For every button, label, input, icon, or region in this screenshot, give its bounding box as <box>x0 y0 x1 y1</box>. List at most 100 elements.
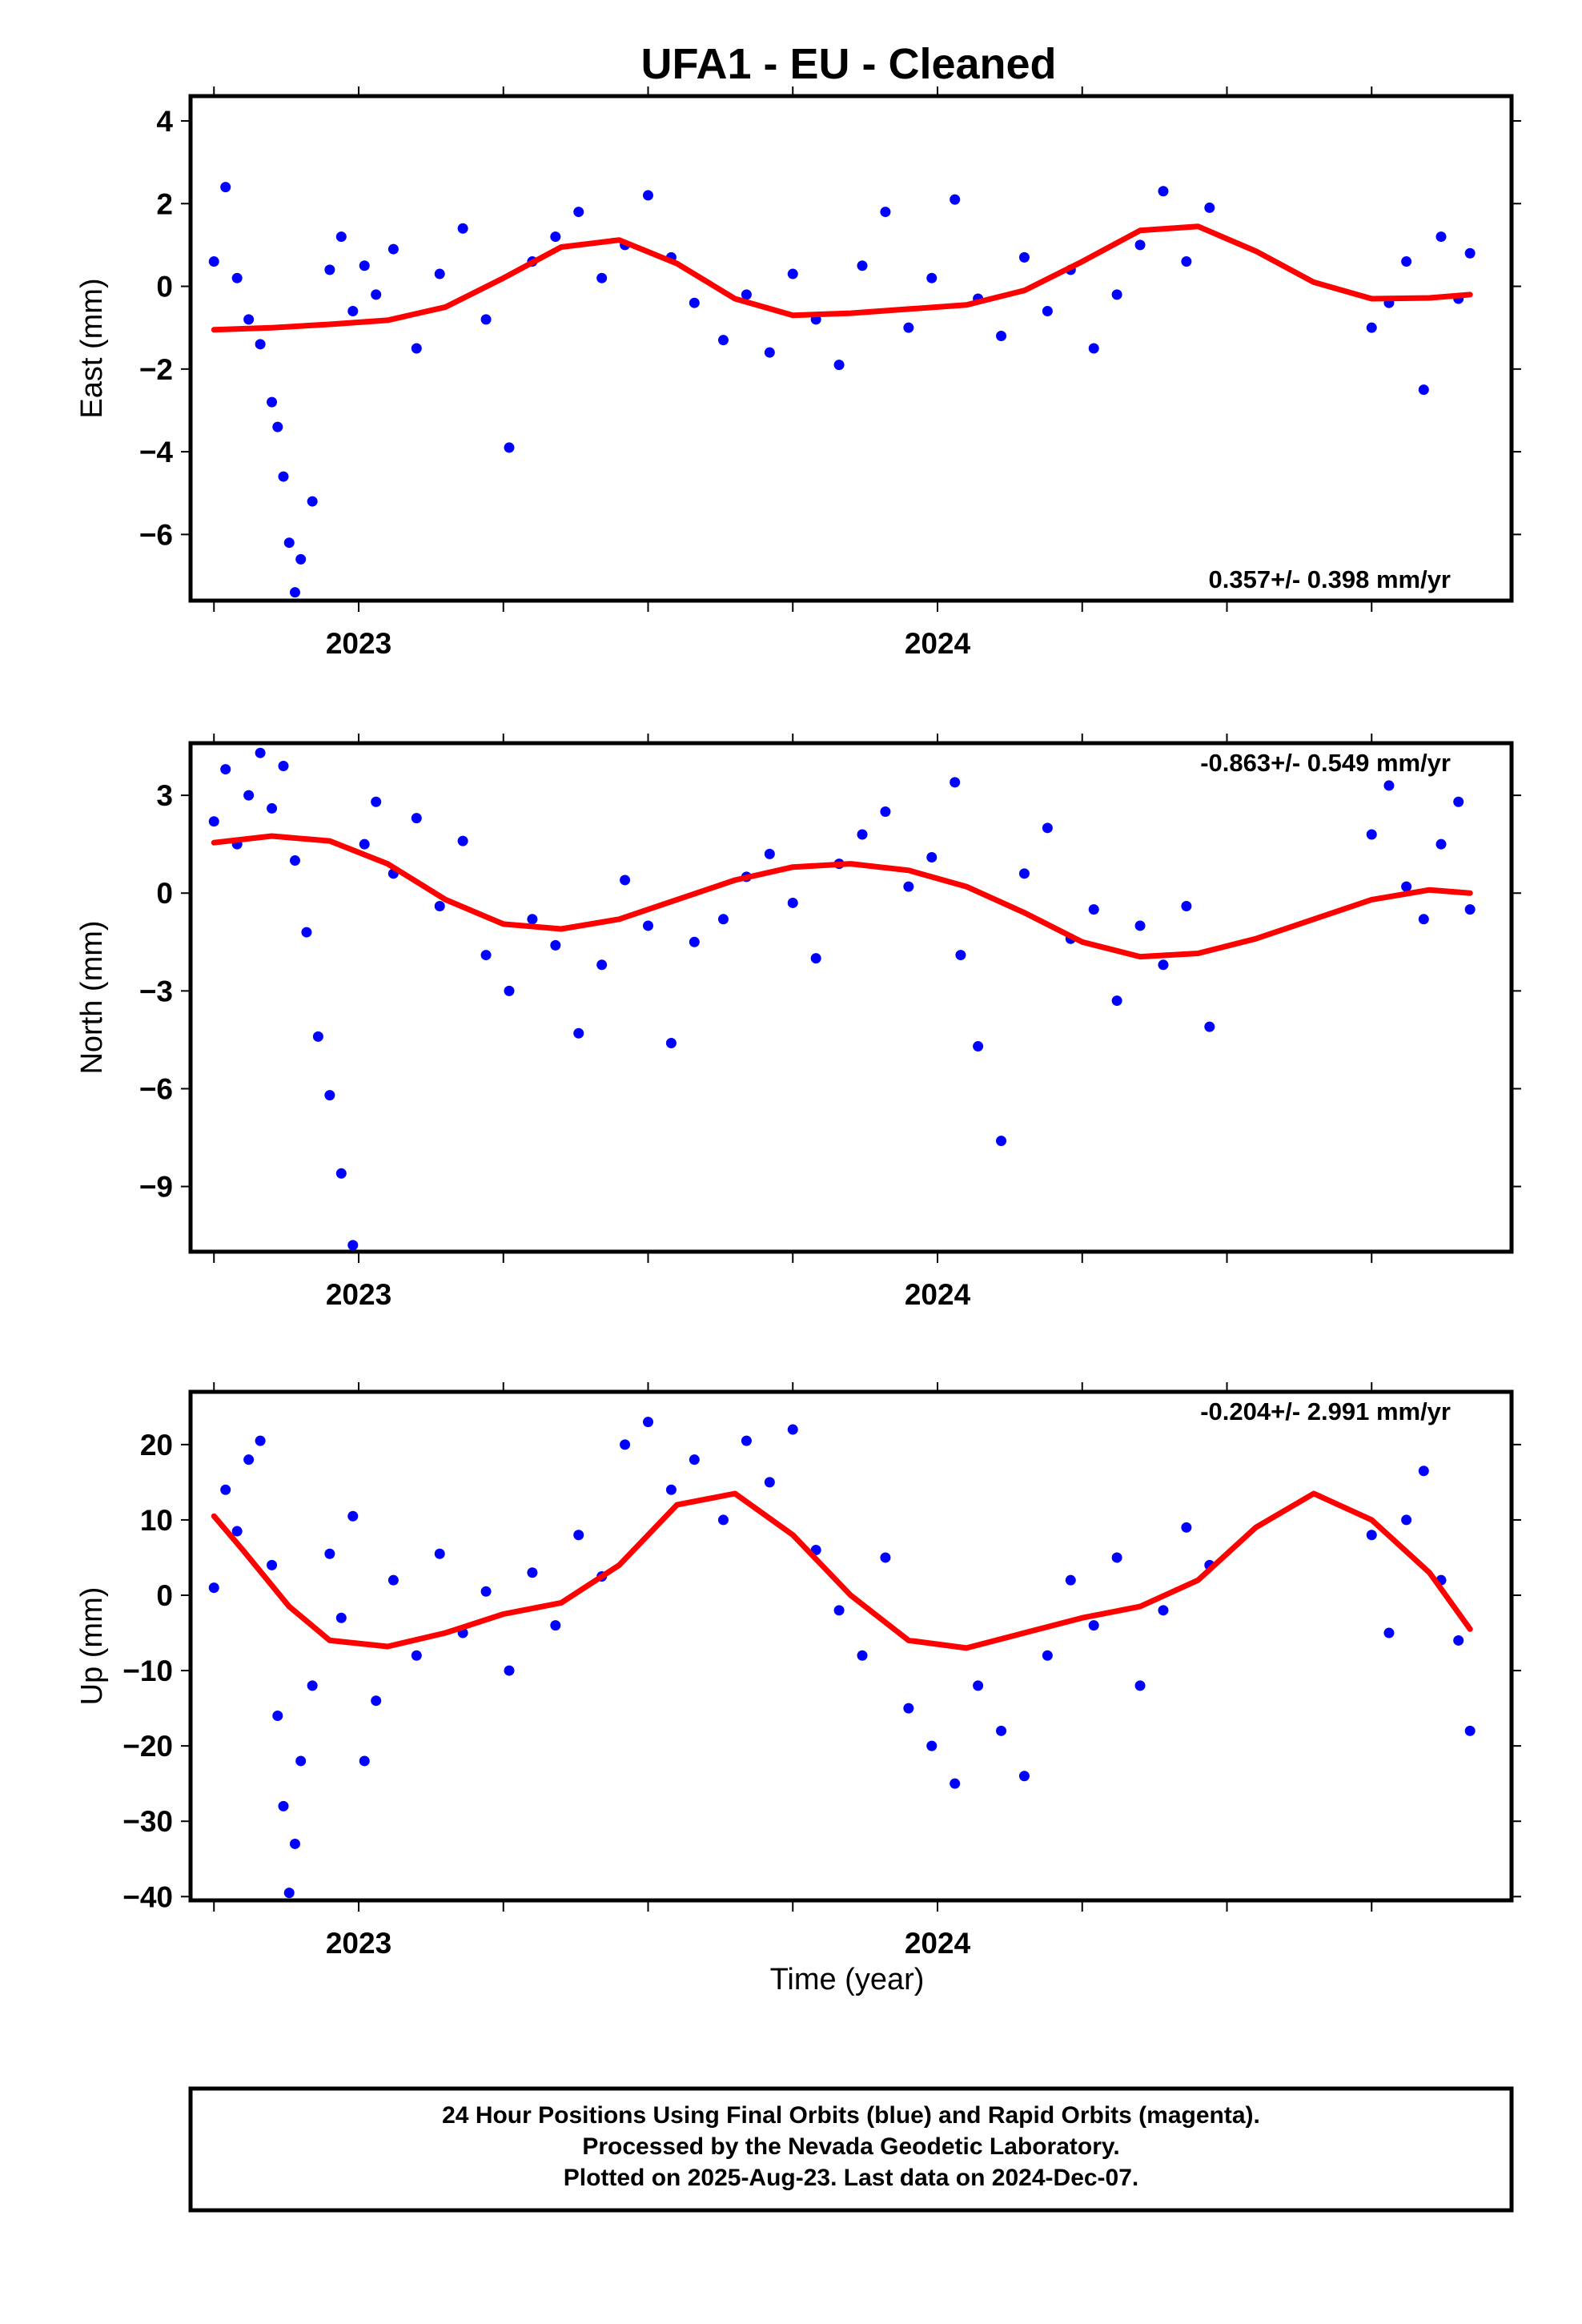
data-point <box>1453 796 1464 807</box>
data-point <box>289 855 300 866</box>
data-point <box>371 289 382 300</box>
data-point <box>255 339 266 350</box>
data-point <box>335 1168 347 1179</box>
data-point <box>1435 838 1447 850</box>
data-point <box>741 1435 752 1446</box>
data-point <box>926 272 938 283</box>
data-point <box>359 1755 370 1767</box>
data-point <box>359 838 370 850</box>
data-point <box>1042 822 1053 834</box>
data-point <box>689 1454 700 1466</box>
data-point <box>220 1484 231 1495</box>
data-point <box>880 806 891 817</box>
data-point <box>717 335 729 346</box>
data-point <box>434 901 445 912</box>
x-tick-label: 2023 <box>326 1278 391 1311</box>
data-point <box>1383 780 1395 791</box>
data-point <box>665 1037 677 1048</box>
x-axis-label: Time (year) <box>770 1963 925 1996</box>
data-point <box>833 360 845 371</box>
data-point <box>335 1612 347 1623</box>
data-point <box>880 1552 891 1563</box>
data-point <box>1181 1522 1192 1533</box>
data-point <box>857 1650 868 1661</box>
data-point <box>243 314 255 325</box>
y-tick-label: 3 <box>156 779 173 812</box>
data-point <box>1181 256 1192 267</box>
y-tick-label: −9 <box>139 1171 173 1204</box>
y-tick-label: −6 <box>139 518 173 551</box>
data-point <box>833 1605 845 1616</box>
y-tick-label: 4 <box>156 105 173 138</box>
data-point <box>1464 904 1476 915</box>
data-layer <box>208 182 1476 598</box>
data-point <box>996 1725 1007 1736</box>
data-point <box>903 881 914 892</box>
data-point <box>1158 186 1169 197</box>
data-point <box>324 1090 335 1101</box>
data-point <box>527 1567 538 1578</box>
data-point <box>1204 1021 1215 1032</box>
data-point <box>573 1027 584 1039</box>
data-point <box>1435 231 1447 243</box>
data-point <box>1418 1466 1429 1477</box>
data-point <box>267 1559 278 1570</box>
data-point <box>926 851 938 862</box>
data-point <box>1181 901 1192 912</box>
data-point <box>335 231 347 243</box>
footer-line-1: 24 Hour Positions Using Final Orbits (bl… <box>442 2102 1260 2129</box>
plot-frame <box>188 1389 1514 1903</box>
data-point <box>434 268 445 279</box>
data-point <box>1018 251 1030 263</box>
plot-frame <box>188 741 1514 1254</box>
footer-line-3: Plotted on 2025-Aug-23. Last data on 202… <box>564 2165 1139 2191</box>
data-point <box>1088 1620 1099 1631</box>
data-point <box>620 1439 631 1450</box>
data-point <box>1453 1634 1464 1646</box>
data-point <box>411 343 422 354</box>
y-tick-label: −10 <box>122 1655 173 1687</box>
data-point <box>359 260 370 271</box>
data-point <box>643 190 653 201</box>
data-layer <box>208 1417 1476 1899</box>
y-tick-label: 0 <box>156 877 173 910</box>
x-tick-label: 2023 <box>326 627 391 660</box>
data-point <box>220 182 231 193</box>
data-point <box>717 1514 729 1526</box>
data-point <box>550 939 561 951</box>
x-tick-label: 2024 <box>905 1278 971 1311</box>
y-tick-label: −2 <box>139 353 173 386</box>
y-tick-label: −4 <box>139 436 174 468</box>
data-point <box>1065 1574 1076 1586</box>
data-point <box>312 1031 323 1042</box>
data-point <box>371 1695 382 1707</box>
y-axis-label: Up (mm) <box>75 1587 109 1706</box>
data-point <box>1204 202 1215 213</box>
data-point <box>289 1838 300 1849</box>
data-point <box>1464 1725 1476 1736</box>
data-point <box>1366 829 1377 840</box>
data-point <box>231 272 243 283</box>
rate-label: 0.357+/- 0.398 mm/yr <box>1209 565 1451 593</box>
data-point <box>278 760 289 771</box>
data-point <box>950 194 961 205</box>
y-tick-label: 10 <box>140 1504 173 1537</box>
data-point <box>741 289 752 300</box>
data-point <box>243 1454 255 1466</box>
data-point <box>717 914 729 925</box>
data-point <box>973 1680 984 1691</box>
figure-title: UFA1 - EU - Cleaned <box>640 40 1056 88</box>
data-point <box>347 1240 359 1250</box>
data-point <box>208 256 219 267</box>
data-point <box>480 314 492 325</box>
data-point <box>220 764 231 775</box>
data-point <box>857 260 868 271</box>
data-point <box>289 587 300 598</box>
data-point <box>1158 1605 1169 1616</box>
data-point <box>255 1435 266 1446</box>
rate-label: -0.204+/- 2.991 mm/yr <box>1200 1397 1451 1425</box>
data-point <box>573 207 584 218</box>
model-fit-curve <box>211 1490 1473 1651</box>
data-point <box>1401 1514 1412 1526</box>
data-point <box>1111 289 1122 300</box>
